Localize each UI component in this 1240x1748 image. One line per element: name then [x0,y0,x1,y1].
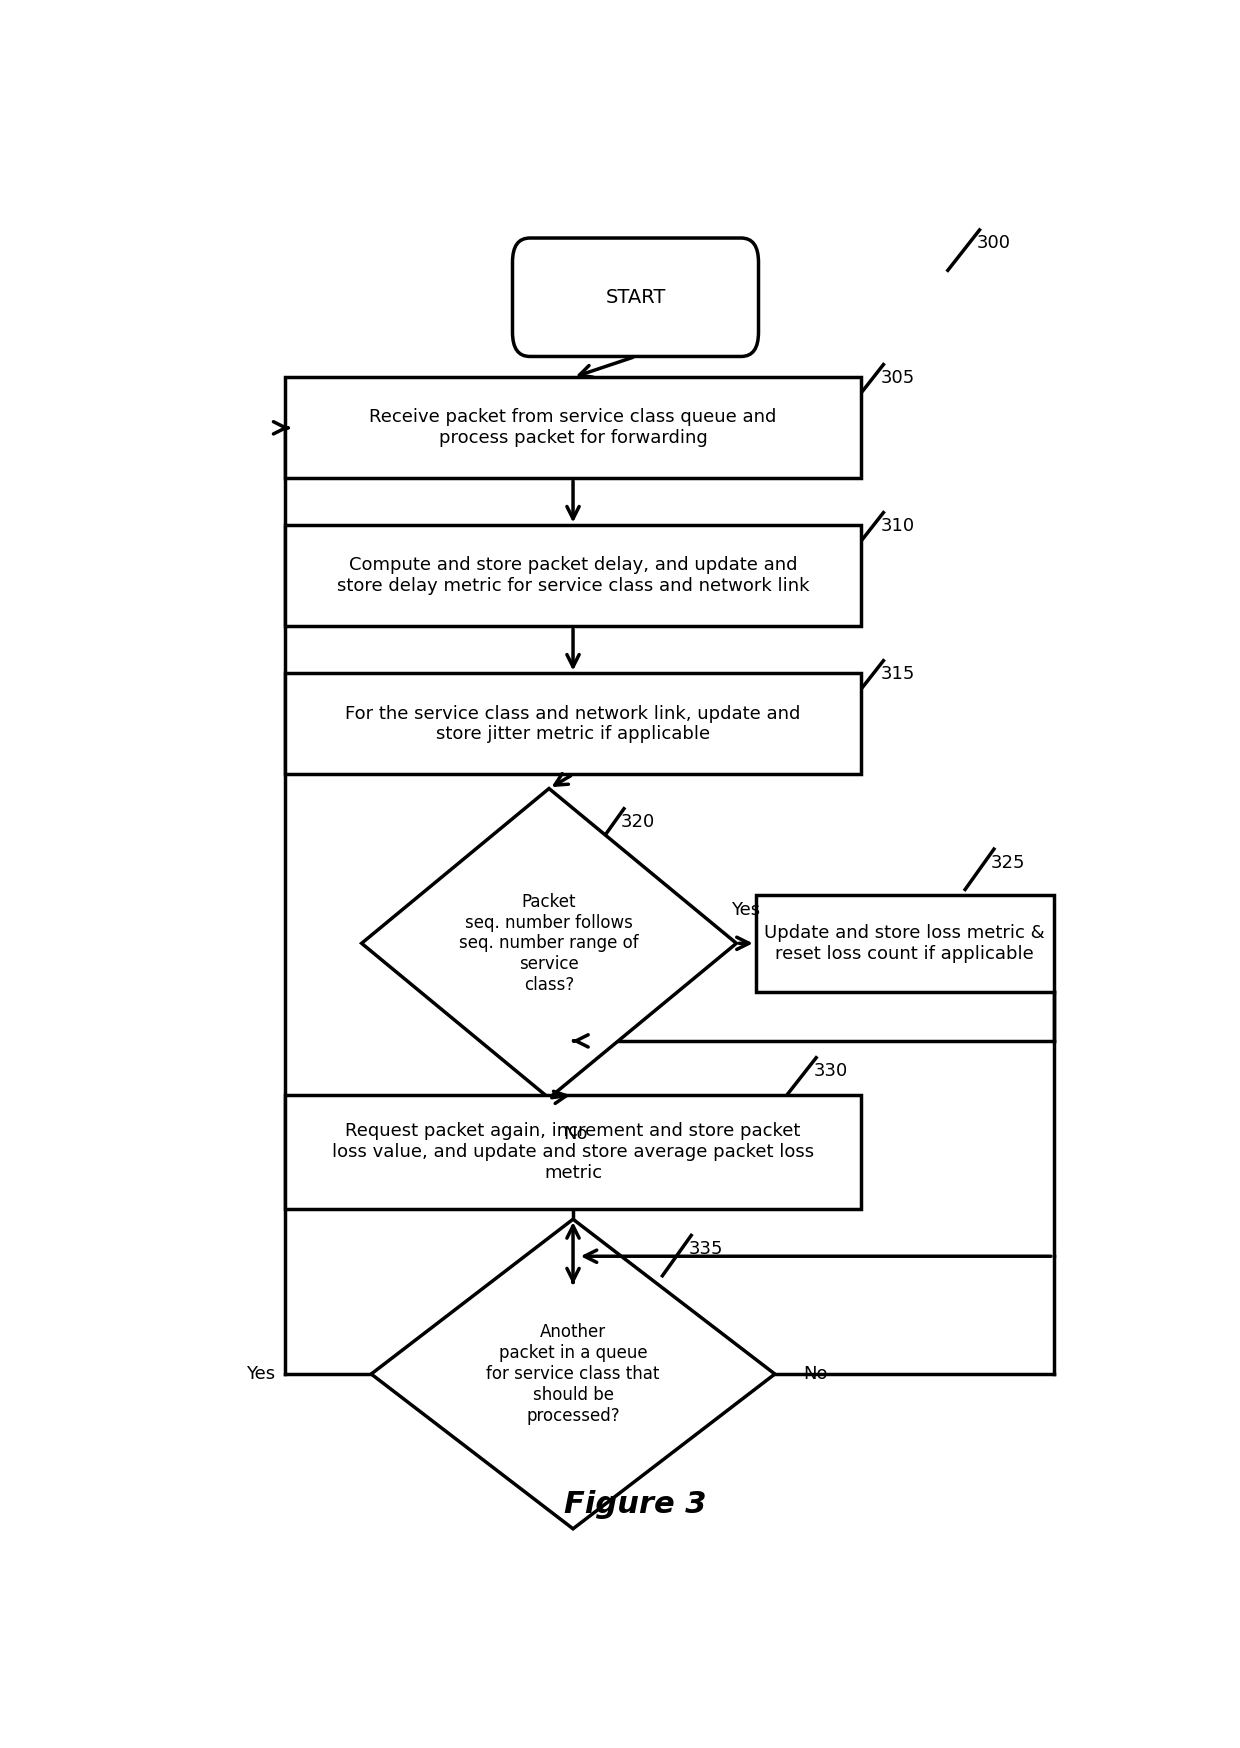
Text: 310: 310 [880,517,915,535]
Polygon shape [362,788,737,1098]
Text: Packet
seq. number follows
seq. number range of
service
class?: Packet seq. number follows seq. number r… [459,893,639,995]
Text: 325: 325 [991,853,1025,872]
Text: Request packet again, increment and store packet
loss value, and update and stor: Request packet again, increment and stor… [332,1122,815,1182]
Bar [285,1094,862,1210]
FancyBboxPatch shape [512,238,759,357]
Text: 320: 320 [621,813,655,830]
Text: Figure 3: Figure 3 [564,1489,707,1519]
Text: 300: 300 [977,234,1011,252]
Text: START: START [605,288,666,306]
Text: Receive packet from service class queue and
process packet for forwarding: Receive packet from service class queue … [370,409,776,447]
Text: Update and store loss metric &
reset loss count if applicable: Update and store loss metric & reset los… [764,925,1045,963]
Text: 335: 335 [688,1239,723,1259]
Text: 315: 315 [880,666,915,683]
Text: Yes: Yes [247,1365,275,1383]
Bar [285,378,862,479]
Bar [285,673,862,774]
Polygon shape [371,1220,775,1530]
Bar [755,895,1054,991]
Text: For the service class and network link, update and
store jitter metric if applic: For the service class and network link, … [346,704,801,743]
Text: Another
packet in a queue
for service class that
should be
processed?: Another packet in a queue for service cl… [486,1323,660,1425]
Text: No: No [804,1365,828,1383]
Text: 330: 330 [813,1063,847,1080]
Text: Compute and store packet delay, and update and
store delay metric for service cl: Compute and store packet delay, and upda… [337,556,810,596]
Text: Yes: Yes [732,900,760,919]
Text: No: No [563,1126,588,1143]
Text: 305: 305 [880,369,915,386]
Bar [285,526,862,626]
